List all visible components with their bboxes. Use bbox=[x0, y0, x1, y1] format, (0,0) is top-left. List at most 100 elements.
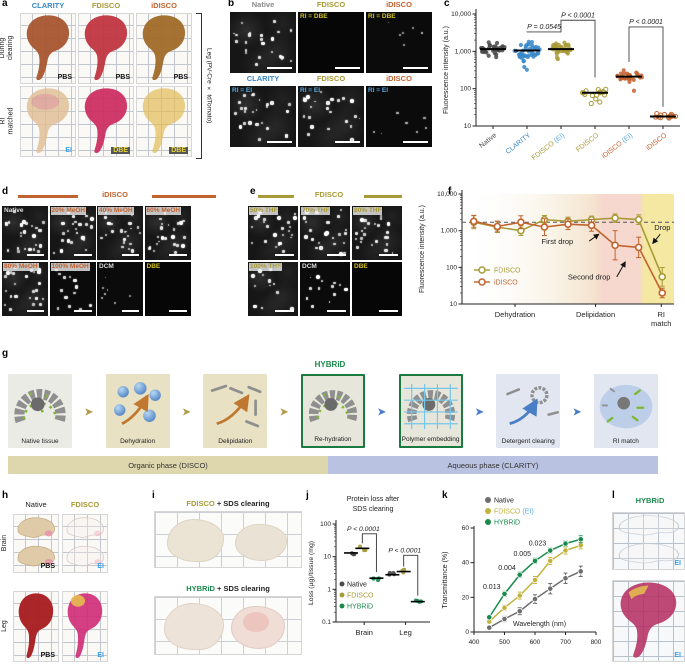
brain-shape bbox=[618, 515, 680, 564]
leg-shape bbox=[26, 88, 70, 154]
svg-text:0.004: 0.004 bbox=[498, 565, 516, 572]
svg-text:Native: Native bbox=[478, 132, 498, 150]
leg-shape bbox=[84, 88, 128, 154]
svg-text:60: 60 bbox=[462, 525, 470, 532]
svg-text:FDISCO (EI): FDISCO (EI) bbox=[494, 509, 534, 516]
workflow-arrow: ➤ bbox=[182, 407, 191, 418]
svg-text:100: 100 bbox=[460, 86, 471, 93]
svg-text:100: 100 bbox=[320, 521, 331, 528]
row-label-during-clearing: During clearing bbox=[0, 36, 15, 61]
i-title-fdisco-sds: FDISCO + SDS clearing bbox=[186, 499, 270, 508]
svg-text:Brain: Brain bbox=[355, 628, 373, 637]
workflow-arrow: ➤ bbox=[572, 407, 582, 418]
svg-text:Transmittance (%): Transmittance (%) bbox=[442, 552, 449, 609]
photo-leg-idisco-clearing: PBS bbox=[136, 13, 192, 84]
workflow-arrow: ➤ bbox=[279, 407, 289, 418]
leg-shape bbox=[84, 15, 128, 81]
photo-leg-fdisco-ri: DBE bbox=[78, 86, 134, 157]
svg-text:FDISCO: FDISCO bbox=[347, 593, 374, 600]
h-header-native: Native bbox=[25, 500, 47, 509]
rehydration-icon bbox=[308, 390, 358, 423]
svg-text:Leg: Leg bbox=[399, 628, 412, 637]
scale-bar bbox=[266, 66, 292, 69]
photo-hybrid-sds-brains bbox=[154, 596, 302, 655]
delipidation-icon bbox=[211, 384, 262, 428]
badge-pbs: PBS bbox=[115, 74, 130, 81]
micro-fdisco-ei: RI = EI bbox=[298, 86, 364, 147]
svg-text:10: 10 bbox=[450, 301, 458, 308]
side-bracket bbox=[196, 13, 202, 159]
micro-e-80thf: 80% THF bbox=[352, 206, 402, 260]
micro-e-70thf: 70% THF bbox=[300, 206, 350, 260]
photo-brain-fdisco-ei: EI bbox=[62, 514, 108, 573]
svg-text:Delipidation: Delipidation bbox=[576, 310, 615, 319]
svg-text:P = 0.0545: P = 0.0545 bbox=[527, 24, 561, 31]
svg-text:HYBRiD: HYBRiD bbox=[347, 604, 373, 611]
b-header-idisco: iDISCO bbox=[386, 0, 412, 9]
panel-l: l HYBRiD EI EI bbox=[612, 490, 685, 665]
svg-text:match: match bbox=[651, 319, 671, 328]
micro-e-50thf: 50% THF bbox=[248, 206, 298, 260]
svg-text:P < 0.0001: P < 0.0001 bbox=[347, 526, 380, 533]
h-row-label-brain: Brain bbox=[0, 535, 8, 552]
dehydration-icon bbox=[113, 382, 161, 425]
svg-text:Wavelength (nm): Wavelength (nm) bbox=[513, 621, 566, 628]
svg-text:CLARITY: CLARITY bbox=[505, 132, 533, 156]
chart-f-svg: 10 100 1,000 10,000 Fluorescence intensity (… bbox=[419, 190, 674, 328]
svg-text:Second drop: Second drop bbox=[568, 273, 611, 282]
photo-hybrid-leg: EI bbox=[612, 580, 685, 662]
svg-text:Native: Native bbox=[494, 498, 514, 505]
column-header-fdisco: FDISCO bbox=[91, 1, 121, 10]
micro-d-80meoh: 80% MeOH bbox=[2, 262, 48, 316]
micro-d-dbe: DBE bbox=[144, 262, 191, 316]
svg-text:700: 700 bbox=[560, 639, 571, 646]
b-header-native: Native bbox=[251, 0, 275, 9]
panel-g: g HYBRiD Native tissue ➤ Dehydration ➤ bbox=[0, 348, 685, 488]
photo-hybrid-brain: EI bbox=[612, 512, 685, 570]
h-header-fdisco: FDISCO bbox=[70, 500, 100, 509]
e-title: FDISCO bbox=[314, 190, 344, 199]
leg-shape bbox=[620, 582, 677, 658]
panel-d-label: d bbox=[2, 186, 9, 197]
badge-ei: EI bbox=[65, 147, 72, 154]
micro-clarity-ei: RI = EI bbox=[230, 86, 296, 147]
photo-brain-native: PBS bbox=[13, 514, 59, 573]
svg-text:400: 400 bbox=[469, 639, 480, 646]
photo-leg-idisco-ri: DBE bbox=[136, 86, 192, 157]
micro-d-dcm: DCM bbox=[97, 262, 143, 316]
svg-text:Native: Native bbox=[347, 582, 367, 589]
chart-k-svg: 0 20 40 60 400 500 600 700 800 Transmittance (%) W… bbox=[442, 497, 602, 646]
micro-e-dbe: DBE bbox=[352, 262, 402, 316]
panel-b-label: b bbox=[228, 0, 235, 9]
d-rule-right bbox=[152, 195, 216, 198]
micro-idisco-ei: RI = EI bbox=[366, 86, 432, 147]
e-rule-right bbox=[364, 195, 402, 198]
column-header-clarity: CLARITY bbox=[31, 1, 65, 10]
badge-dbe: DBE bbox=[111, 147, 130, 154]
phase-bar-organic: Organic phase (DISCO) bbox=[8, 456, 328, 474]
column-header-idisco: iDISCO bbox=[151, 1, 177, 10]
svg-text:FDISCO: FDISCO bbox=[494, 268, 521, 275]
workflow-arrow: ➤ bbox=[84, 407, 94, 418]
svg-text:1,000: 1,000 bbox=[455, 48, 472, 55]
svg-text:0.013: 0.013 bbox=[483, 584, 501, 591]
chart-c-svg: 10 100 1,000 10,000 Fluorescence intensity (… bbox=[443, 9, 680, 162]
svg-text:100: 100 bbox=[446, 264, 457, 271]
scale-bar bbox=[334, 66, 360, 69]
brain-shape bbox=[66, 517, 104, 567]
svg-text:Fluorescence intensity (a.u.): Fluorescence intensity (a.u.) bbox=[419, 205, 426, 293]
badge-pbs: PBS bbox=[57, 74, 72, 81]
scale-bar bbox=[402, 66, 428, 69]
workflow-arrow: ➤ bbox=[377, 407, 386, 418]
chart-j-svg: 0.1 1 10 100 Loss (µg)/tissue (mg) Brain Leg P … bbox=[308, 520, 430, 637]
l-title: HYBRiD bbox=[635, 496, 665, 505]
micro-e-dcm: DCM bbox=[300, 262, 350, 316]
workflow-step-delipidation: Delipidation bbox=[203, 374, 268, 448]
workflow-step-dehydration: Dehydration bbox=[105, 374, 170, 448]
photo-leg-fdisco-clearing: PBS bbox=[78, 13, 134, 84]
panel-k-label: k bbox=[442, 490, 448, 501]
svg-text:Dehydration: Dehydration bbox=[495, 310, 535, 319]
panel-a: a CLARITY FDISCO iDISCO During clearing … bbox=[0, 0, 226, 168]
svg-text:Drop: Drop bbox=[654, 223, 670, 232]
